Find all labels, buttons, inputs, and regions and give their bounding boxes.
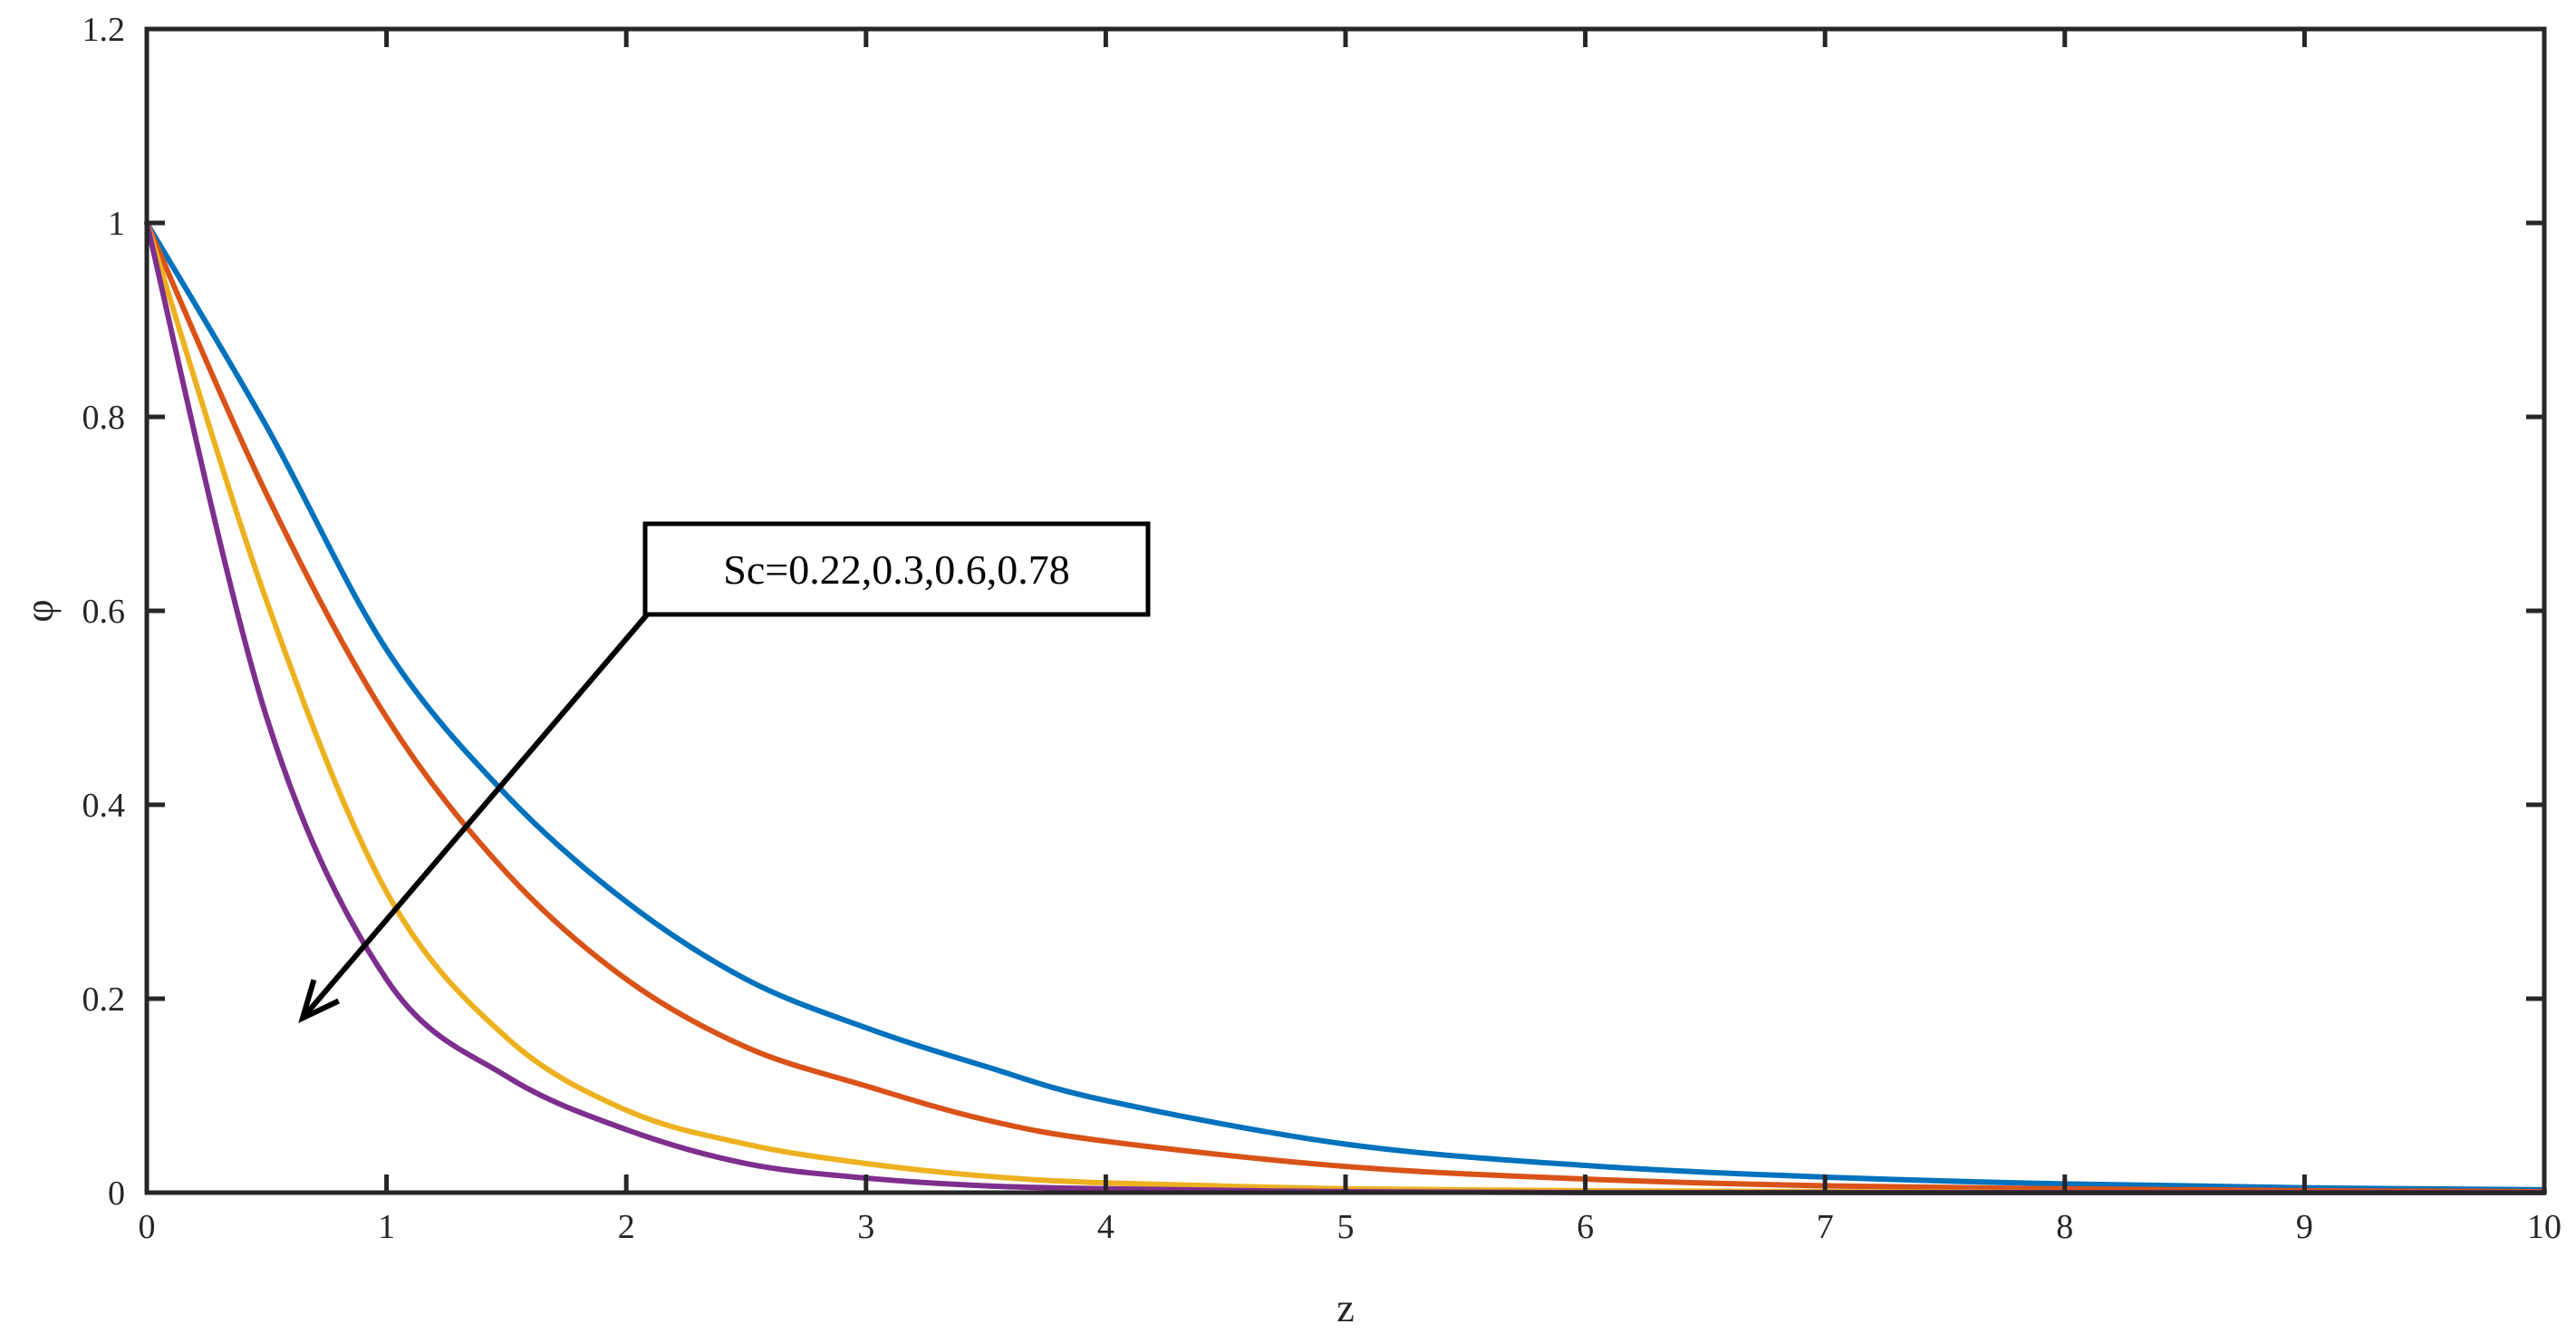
series-line-1 [144,220,2547,1193]
x-tick-label: 9 [2296,1208,2313,1246]
x-tick-label: 10 [2527,1208,2562,1246]
x-tick-label: 2 [618,1208,635,1246]
x-tick-label: 4 [1097,1208,1114,1246]
x-axis-title: z [1336,1286,1355,1330]
x-tick-label: 8 [2056,1208,2073,1246]
x-tick-label: 6 [1577,1208,1594,1246]
annotation-arrow-line [300,609,652,1020]
ticks-layer: 0 1 2 3 4 5 6 7 8 9 10 0 0.2 0.4 0.6 0.8 1 1.2 [82,11,2562,1246]
x-tick-label: 7 [1817,1208,1834,1246]
x-tick-label: 3 [857,1208,874,1246]
plot-background [147,29,2544,1193]
y-tick-label: 0.8 [82,399,126,437]
annotation-arrowhead [298,979,341,1023]
y-tick-label: 1 [108,205,125,243]
annotation-text: Sc=0.22,0.3,0.6,0.78 [723,546,1069,593]
y-tick-label: 0.4 [82,787,126,825]
y-tick-label: 0.2 [82,981,126,1019]
y-tick-label: 0 [108,1174,125,1213]
y-axis-title: φ [17,599,62,622]
plot-area [147,29,2544,1193]
series-line-2 [144,220,2547,1194]
annotation-layer: Sc=0.22,0.3,0.6,0.78 [298,521,1151,1023]
x-tick-label: 5 [1337,1208,1355,1246]
y-tick-label: 0.6 [82,593,126,631]
x-tick-label: 1 [378,1208,395,1246]
annotation-box [642,521,1151,617]
y-tick-label: 1.2 [82,11,126,49]
x-tick-label: 0 [139,1208,156,1246]
